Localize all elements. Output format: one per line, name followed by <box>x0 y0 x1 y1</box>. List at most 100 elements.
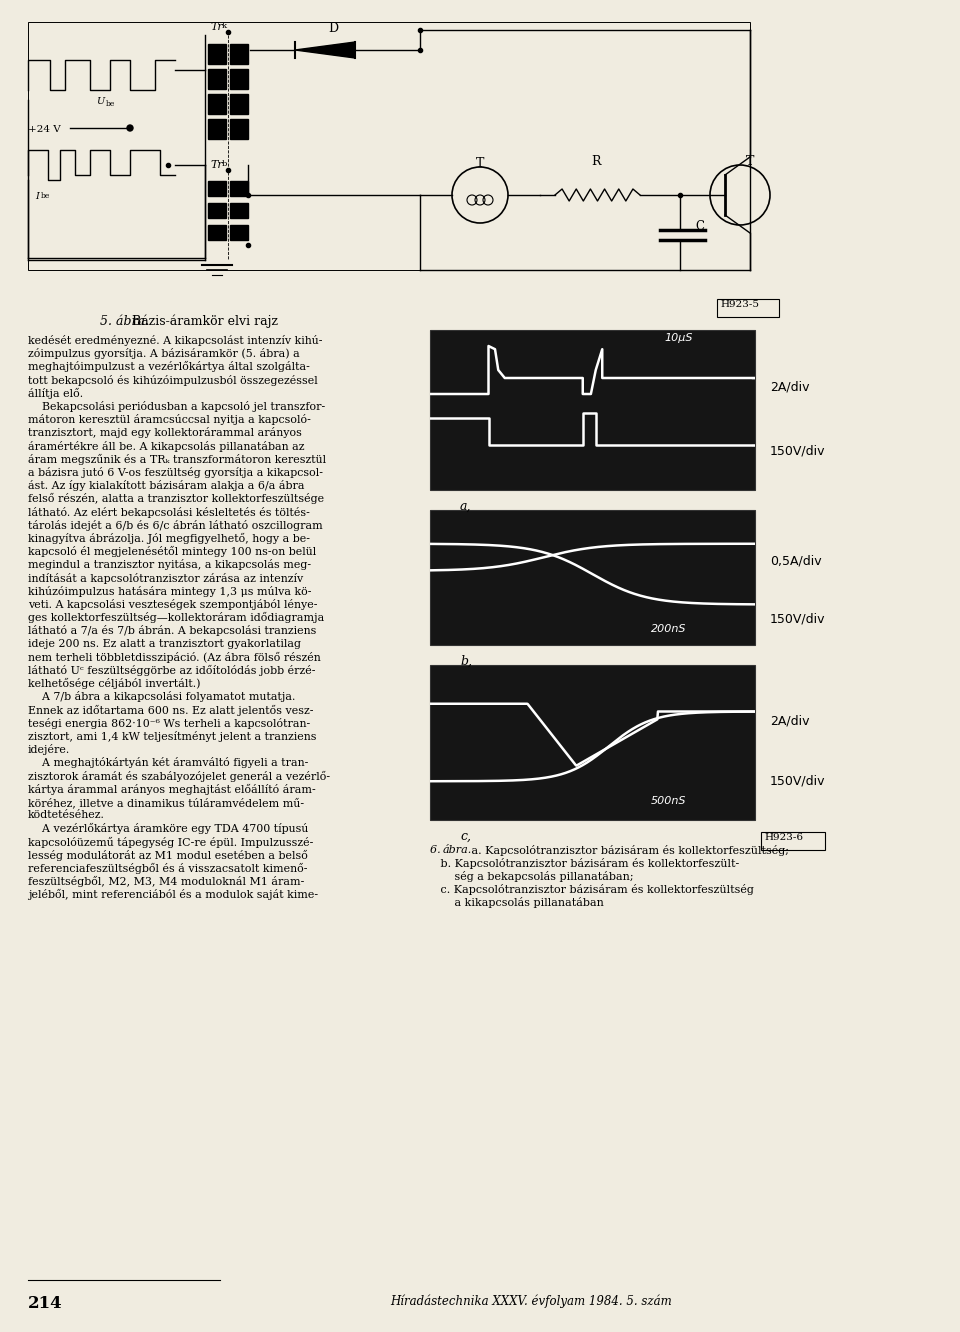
Text: be: be <box>106 100 115 108</box>
Text: köréhez, illetve a dinamikus túláramvédelem mű-: köréhez, illetve a dinamikus túláramvéde… <box>28 797 304 809</box>
Text: T: T <box>746 155 755 168</box>
Text: zisztorok áramát és szabályozójelet generál a vezérlő-: zisztorok áramát és szabályozójelet gene… <box>28 771 330 782</box>
Text: 200nS: 200nS <box>651 623 686 634</box>
Text: a bázisra jutó 6 V-os feszültség gyorsítja a kikapcsol-: a bázisra jutó 6 V-os feszültség gyorsít… <box>28 468 323 478</box>
Text: látható Uᶜ feszültséggörbe az időítolódás jobb érzé-: látható Uᶜ feszültséggörbe az időítolódá… <box>28 665 316 677</box>
Text: 0,5A/div: 0,5A/div <box>770 555 822 567</box>
Text: mátoron keresztül áramcsúccsal nyitja a kapcsoló-: mátoron keresztül áramcsúccsal nyitja a … <box>28 414 311 425</box>
Text: 214: 214 <box>28 1295 62 1312</box>
Text: állítja elő.: állítja elő. <box>28 388 84 398</box>
Circle shape <box>127 125 133 131</box>
Text: 6.: 6. <box>430 844 444 855</box>
Bar <box>208 119 226 139</box>
Text: c. Kapcsolótranzisztor bázisáram és kollektorfeszültség: c. Kapcsolótranzisztor bázisáram és koll… <box>430 884 754 895</box>
Text: c,: c, <box>460 830 471 843</box>
Text: lesség modulátorát az M1 modul esetében a belső: lesség modulátorát az M1 modul esetében … <box>28 850 308 860</box>
Bar <box>230 95 248 115</box>
Text: 150V/div: 150V/div <box>770 775 826 789</box>
FancyBboxPatch shape <box>717 298 779 317</box>
Text: be: be <box>41 192 50 200</box>
Text: zóimpulzus gyorsítja. A bázisáramkör (5. ábra) a: zóimpulzus gyorsítja. A bázisáramkör (5.… <box>28 348 300 360</box>
Bar <box>230 44 248 64</box>
Bar <box>208 181 226 196</box>
Text: feszültségből, M2, M3, M4 moduloknál M1 áram-: feszültségből, M2, M3, M4 moduloknál M1 … <box>28 876 304 887</box>
Text: Tr: Tr <box>210 160 223 170</box>
Bar <box>230 202 248 218</box>
Text: meghajtóimpulzust a vezérlőkártya által szolgálta-: meghajtóimpulzust a vezérlőkártya által … <box>28 361 310 373</box>
Text: Ennek az időtartama 600 ns. Ez alatt jelentős vesz-: Ennek az időtartama 600 ns. Ez alatt jel… <box>28 705 314 715</box>
Bar <box>208 95 226 115</box>
Text: megindul a tranzisztor nyitása, a kikapcsolás meg-: megindul a tranzisztor nyitása, a kikapc… <box>28 559 311 570</box>
FancyBboxPatch shape <box>761 832 825 850</box>
Text: D: D <box>328 23 338 35</box>
Text: kapcsolóüzemű tápegység IC-re épül. Impulzusszé-: kapcsolóüzemű tápegység IC-re épül. Impu… <box>28 836 313 847</box>
Text: idejére.: idejére. <box>28 745 70 755</box>
Text: indítását a kapcsolótranzisztor zárása az intenzív: indítását a kapcsolótranzisztor zárása a… <box>28 573 303 583</box>
Text: a kikapcsolás pillanatában: a kikapcsolás pillanatában <box>430 896 604 908</box>
Text: ködtetéséhez.: ködtetéséhez. <box>28 810 105 821</box>
Text: nem terheli többletdisszipáció. (Az ábra fölső részén: nem terheli többletdisszipáció. (Az ábra… <box>28 651 321 663</box>
Bar <box>208 44 226 64</box>
Bar <box>230 119 248 139</box>
Bar <box>230 225 248 240</box>
Text: +24 V: +24 V <box>28 125 60 135</box>
Text: b. Kapcsolótranzisztor bázisáram és kollektorfeszült-: b. Kapcsolótranzisztor bázisáram és koll… <box>430 858 739 868</box>
Text: I: I <box>35 192 38 201</box>
Text: a,: a, <box>460 500 471 513</box>
Text: kedését eredményezné. A kikapcsolást intenzív kihú-: kedését eredményezné. A kikapcsolást int… <box>28 336 323 346</box>
Text: U: U <box>96 97 104 107</box>
Text: 2A/div: 2A/div <box>770 380 809 393</box>
Text: ást. Az így kialakított bázisáram alakja a 6/a ábra: ást. Az így kialakított bázisáram alakja… <box>28 481 304 492</box>
Bar <box>430 330 755 490</box>
Text: látható a 7/a és 7/b ábrán. A bekapcsolási tranziens: látható a 7/a és 7/b ábrán. A bekapcsolá… <box>28 626 317 637</box>
Text: teségi energia 862·10⁻⁶ Ws terheli a kapcsolótran-: teségi energia 862·10⁻⁶ Ws terheli a kap… <box>28 718 310 729</box>
Bar <box>208 69 226 89</box>
Bar <box>208 225 226 240</box>
Bar <box>208 202 226 218</box>
Text: 10μS: 10μS <box>664 333 692 344</box>
Text: Bázis-áramkör elvi rajz: Bázis-áramkör elvi rajz <box>128 314 278 329</box>
Text: 2A/div: 2A/div <box>770 715 809 729</box>
Text: ges kollektorfeszültség—kollektoráram idődiagramja: ges kollektorfeszültség—kollektoráram id… <box>28 613 324 623</box>
Bar <box>430 510 755 645</box>
Text: jeléből, mint referenciából és a modulok saját kime-: jeléből, mint referenciából és a modulok… <box>28 890 318 900</box>
Text: felső részén, alatta a tranzisztor kollektorfeszültsége: felső részén, alatta a tranzisztor kolle… <box>28 493 324 505</box>
Text: kihúzóimpulzus hatására mintegy 1,3 μs múlva kö-: kihúzóimpulzus hatására mintegy 1,3 μs m… <box>28 586 311 597</box>
Text: kinagyítva ábrázolja. Jól megfigyelhető, hogy a be-: kinagyítva ábrázolja. Jól megfigyelhető,… <box>28 533 310 543</box>
Text: H923-6: H923-6 <box>764 832 803 842</box>
Text: zisztort, ami 1,4 kW teljesítményt jelent a tranziens: zisztort, ami 1,4 kW teljesítményt jelen… <box>28 731 317 742</box>
Text: tárolás idejét a 6/b és 6/c ábrán látható oszcillogram: tárolás idejét a 6/b és 6/c ábrán láthat… <box>28 519 323 530</box>
Bar <box>230 181 248 196</box>
Text: áramértékre áll be. A kikapcsolás pillanatában az: áramértékre áll be. A kikapcsolás pillan… <box>28 441 304 452</box>
Text: tott bekapcsoló és kihúzóimpulzusból összegezéssel: tott bekapcsoló és kihúzóimpulzusból öss… <box>28 374 318 385</box>
Text: 150V/div: 150V/div <box>770 611 826 625</box>
Bar <box>28 23 750 270</box>
Text: k: k <box>222 23 228 31</box>
Text: A 7/b ábra a kikapcsolási folyamatot mutatja.: A 7/b ábra a kikapcsolási folyamatot mut… <box>28 691 296 702</box>
Text: T: T <box>476 157 484 170</box>
Text: 5. ábra.: 5. ábra. <box>100 314 149 328</box>
Text: ség a bekapcsolás pillanatában;: ség a bekapcsolás pillanatában; <box>430 871 634 882</box>
Text: tranzisztort, majd egy kollektorárammal arányos: tranzisztort, majd egy kollektorárammal … <box>28 428 301 438</box>
Text: áram megszűnik és a TRₖ transzformátoron keresztül: áram megszűnik és a TRₖ transzformátoron… <box>28 454 326 465</box>
Text: referenciafeszültségből és á visszacsatolt kimenő-: referenciafeszültségből és á visszacsato… <box>28 863 307 874</box>
Text: b,: b, <box>460 655 472 669</box>
Text: a. Kapcsolótranzisztor bázisáram és kollektorfeszültség;: a. Kapcsolótranzisztor bázisáram és koll… <box>468 844 789 856</box>
Text: Tr: Tr <box>210 23 223 32</box>
Polygon shape <box>295 43 355 59</box>
Text: b: b <box>222 160 228 168</box>
Text: veti. A kapcsolási veszteségek szempontjából lénye-: veti. A kapcsolási veszteségek szempontj… <box>28 599 318 610</box>
Bar <box>230 69 248 89</box>
Text: C: C <box>695 220 704 233</box>
Text: látható. Az elért bekapcsolási késleltetés és töltés-: látható. Az elért bekapcsolási késleltet… <box>28 506 310 518</box>
Bar <box>430 665 755 821</box>
Text: kelhetősége céljából invertált.): kelhetősége céljából invertált.) <box>28 678 201 689</box>
Text: Híradástechnika XXXV. évfolyam 1984. 5. szám: Híradástechnika XXXV. évfolyam 1984. 5. … <box>390 1295 672 1308</box>
Text: H923-5: H923-5 <box>720 300 759 309</box>
Text: kapcsoló él megjelenésétől mintegy 100 ns-on belül: kapcsoló él megjelenésétől mintegy 100 n… <box>28 546 316 557</box>
Text: 150V/div: 150V/div <box>770 445 826 458</box>
Text: A meghajtókártyán két áramváltó figyeli a tran-: A meghajtókártyán két áramváltó figyeli … <box>28 758 308 769</box>
Text: kártya árammal arányos meghajtást előállító áram-: kártya árammal arányos meghajtást előáll… <box>28 783 316 795</box>
Text: 500nS: 500nS <box>651 797 686 806</box>
Text: A vezérlőkártya áramköre egy TDA 4700 típusú: A vezérlőkártya áramköre egy TDA 4700 tí… <box>28 823 308 834</box>
